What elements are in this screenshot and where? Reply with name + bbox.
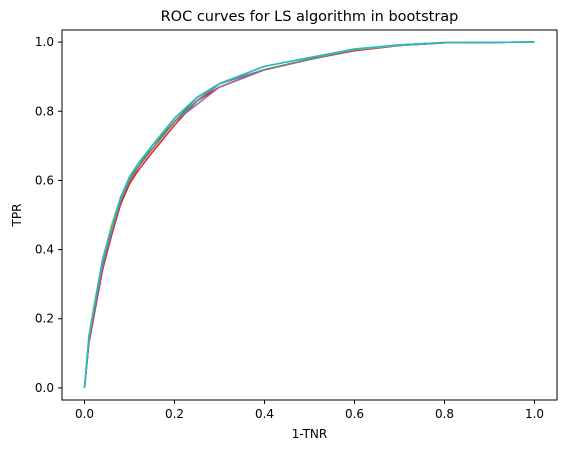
roc-series-9-line — [83, 41, 535, 388]
roc-series-2-line — [83, 41, 535, 388]
x-tick-label: 1.0 — [525, 407, 544, 421]
roc-series-7-line — [83, 41, 535, 388]
x-tick-label: 0.8 — [435, 407, 454, 421]
plot-lines — [83, 41, 535, 388]
roc-series-5-line — [83, 41, 535, 388]
y-tick-label: 0.8 — [35, 104, 54, 118]
y-tick-label: 0.4 — [35, 243, 54, 257]
x-axis-label: 1-TNR — [292, 427, 328, 441]
y-tick-label: 1.0 — [35, 35, 54, 49]
roc-series-3-line — [83, 41, 535, 388]
x-tick-label: 0.0 — [75, 407, 94, 421]
y-axis-label: TPR — [10, 204, 24, 228]
x-tick-label: 0.2 — [165, 407, 184, 421]
y-tick-label: 0.6 — [35, 173, 54, 187]
y-tick-label: 0.0 — [35, 381, 54, 395]
x-tick-label: 0.4 — [255, 407, 274, 421]
chart-title: ROC curves for LS algorithm in bootstrap — [161, 9, 459, 25]
x-tick-label: 0.6 — [345, 407, 364, 421]
plot-frame — [61, 29, 558, 401]
x-ticks: 0.0 0.2 0.4 0.6 0.8 1.0 — [75, 400, 544, 421]
roc-series-1-line — [83, 41, 535, 388]
roc-series-10-line — [83, 41, 535, 388]
roc-series-6-line — [83, 41, 535, 388]
y-tick-label: 0.2 — [35, 312, 54, 326]
y-ticks: 0.0 0.2 0.4 0.6 0.8 1.0 — [35, 35, 62, 395]
roc-series-8-line — [83, 41, 535, 388]
roc-series-4-line — [83, 41, 535, 388]
